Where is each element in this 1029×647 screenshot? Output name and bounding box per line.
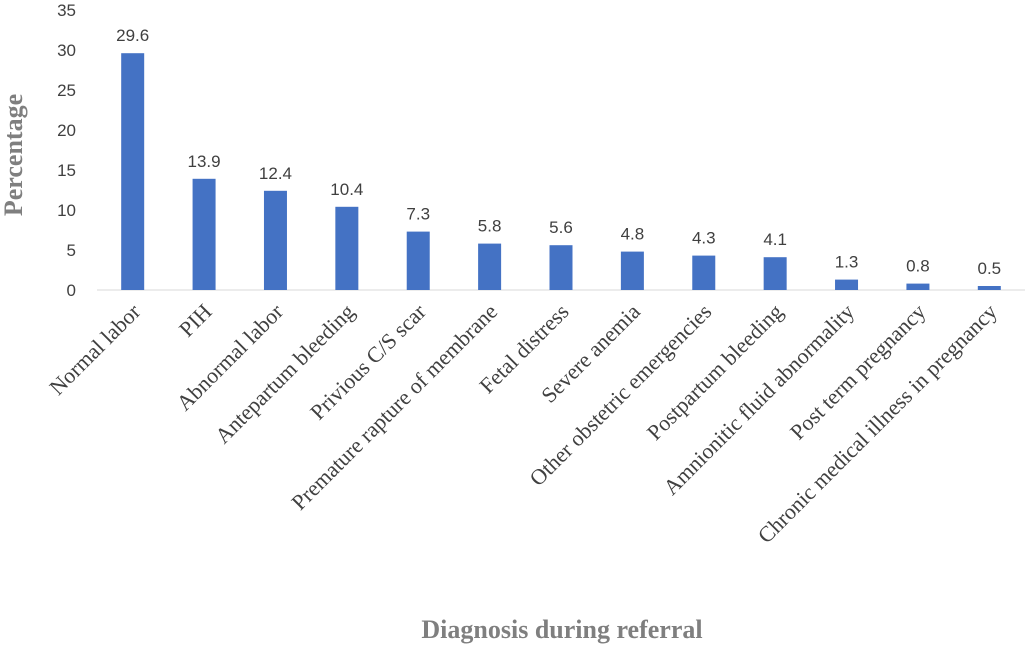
data-label: 0.8 xyxy=(906,257,930,276)
x-axis-title: Diagnosis during referral xyxy=(421,615,702,644)
category-label: Post term pregnancy xyxy=(785,299,931,445)
y-axis-title: Percentage xyxy=(0,94,28,216)
data-label: 4.1 xyxy=(763,230,787,249)
bar xyxy=(192,178,216,290)
bar xyxy=(835,279,859,290)
data-label: 10.4 xyxy=(330,180,363,199)
data-label: 7.3 xyxy=(406,205,430,224)
bar xyxy=(549,245,573,290)
y-tick-label: 0 xyxy=(67,281,76,300)
data-label: 4.8 xyxy=(621,225,645,244)
category-label: Postpartum bleeding xyxy=(642,299,788,445)
category-label: Normal labor xyxy=(44,298,146,400)
y-tick-label: 20 xyxy=(57,121,76,140)
bar xyxy=(620,251,644,290)
data-labels: 29.6 13.9 12.4 10.4 7.3 5.8 5.6 4.8 4.3 4.1 1.3 0.8… xyxy=(116,26,1001,278)
data-label: 5.8 xyxy=(478,217,502,236)
y-axis-ticks: 0 5 10 15 20 25 30 35 xyxy=(57,1,76,300)
data-label: 4.3 xyxy=(692,229,716,248)
category-label: Antepartum bleeding xyxy=(210,299,359,448)
bars xyxy=(121,53,1001,291)
data-label: 0.5 xyxy=(977,259,1001,278)
data-label: 5.6 xyxy=(549,218,573,237)
bar xyxy=(977,286,1001,290)
bar xyxy=(263,190,287,290)
y-tick-label: 5 xyxy=(67,241,76,260)
y-tick-label: 30 xyxy=(57,41,76,60)
bar xyxy=(121,53,145,291)
y-tick-label: 15 xyxy=(57,161,76,180)
bar xyxy=(692,255,716,290)
data-label: 13.9 xyxy=(188,152,221,171)
category-label: PIH xyxy=(174,299,217,342)
bar xyxy=(478,243,502,290)
bar xyxy=(906,283,930,290)
data-label: 1.3 xyxy=(835,253,859,272)
data-label: 29.6 xyxy=(116,26,149,45)
bar xyxy=(335,206,359,290)
data-label: 12.4 xyxy=(259,164,292,183)
bar xyxy=(406,231,430,290)
bar xyxy=(763,257,787,290)
y-tick-label: 25 xyxy=(57,81,76,100)
y-tick-label: 10 xyxy=(57,201,76,220)
y-tick-label: 35 xyxy=(57,1,76,20)
